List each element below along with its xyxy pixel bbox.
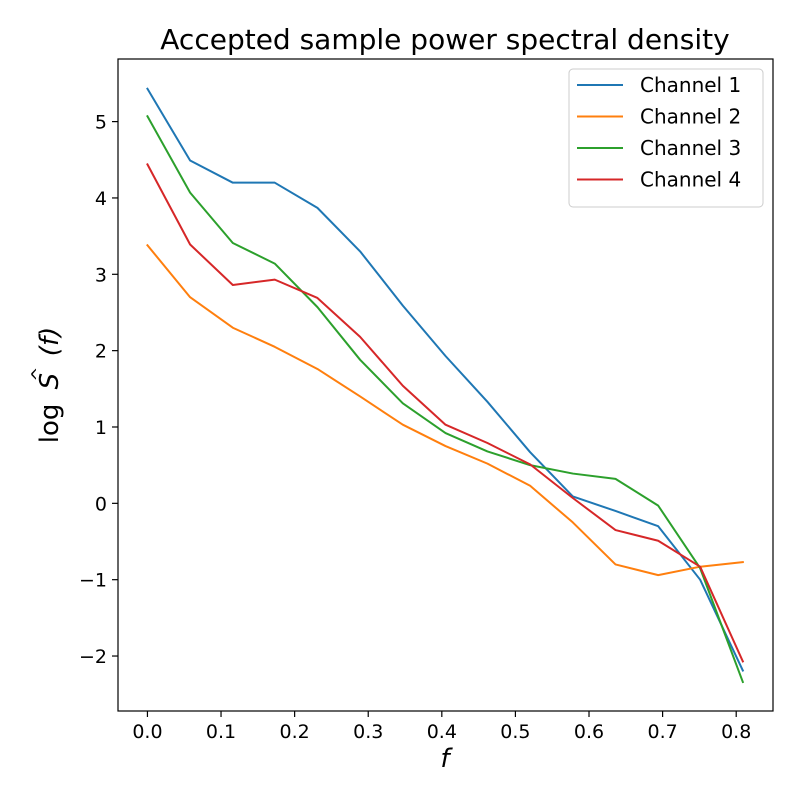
x-tick-label: 0.4 xyxy=(427,721,457,743)
plot-area: 0.0 0.1 0.2 0.3 0.4 0.5 0.6 0.7 0.8 −2 −1 0 1 2 3 4 5 xyxy=(79,58,774,743)
x-tick-label: 0.8 xyxy=(721,721,751,743)
y-axis-label-paren: (f) xyxy=(35,327,65,356)
y-tick-label: 2 xyxy=(95,341,107,363)
chart-title: Accepted sample power spectral density xyxy=(160,23,729,56)
x-tick-label: 0.2 xyxy=(280,721,310,743)
y-tick-label: 5 xyxy=(95,112,107,134)
series-line-channel-2 xyxy=(146,243,744,577)
axes-frame xyxy=(117,58,774,712)
series-line-channel-1 xyxy=(146,87,745,672)
y-axis-label-hat: ^ xyxy=(28,366,49,381)
y-axis-label-log: log xyxy=(35,404,65,444)
x-tick-label: 0.7 xyxy=(647,721,677,743)
y-tick-label: −1 xyxy=(79,570,107,592)
legend: Channel 1 Channel 2 Channel 3 Channel 4 xyxy=(568,68,764,208)
legend-box xyxy=(568,68,764,208)
svg-text:log S ^ (f): log S ^ (f) xyxy=(21,327,65,444)
legend-label-channel-3: Channel 3 xyxy=(640,136,741,160)
legend-label-channel-2: Channel 2 xyxy=(640,105,741,129)
x-tick-label: 0.0 xyxy=(132,721,162,743)
y-tick-label: 0 xyxy=(95,493,107,515)
y-tick-label: 1 xyxy=(95,417,107,439)
y-axis-label: log S ^ (f) xyxy=(21,327,65,444)
x-tick-label: 0.1 xyxy=(206,721,236,743)
series-line-channel-3 xyxy=(146,114,745,684)
y-tick-label: −2 xyxy=(79,646,107,668)
x-tick-label: 0.5 xyxy=(500,721,530,743)
y-tick-label: 3 xyxy=(95,264,107,286)
x-tick-label: 0.6 xyxy=(574,721,604,743)
y-tick-label: 4 xyxy=(95,188,107,210)
legend-label-channel-1: Channel 1 xyxy=(640,73,741,97)
y-axis-label-s: S xyxy=(35,373,65,390)
legend-label-channel-4: Channel 4 xyxy=(640,168,741,192)
series-line-channel-4 xyxy=(146,163,745,663)
x-tick-label: 0.3 xyxy=(353,721,383,743)
